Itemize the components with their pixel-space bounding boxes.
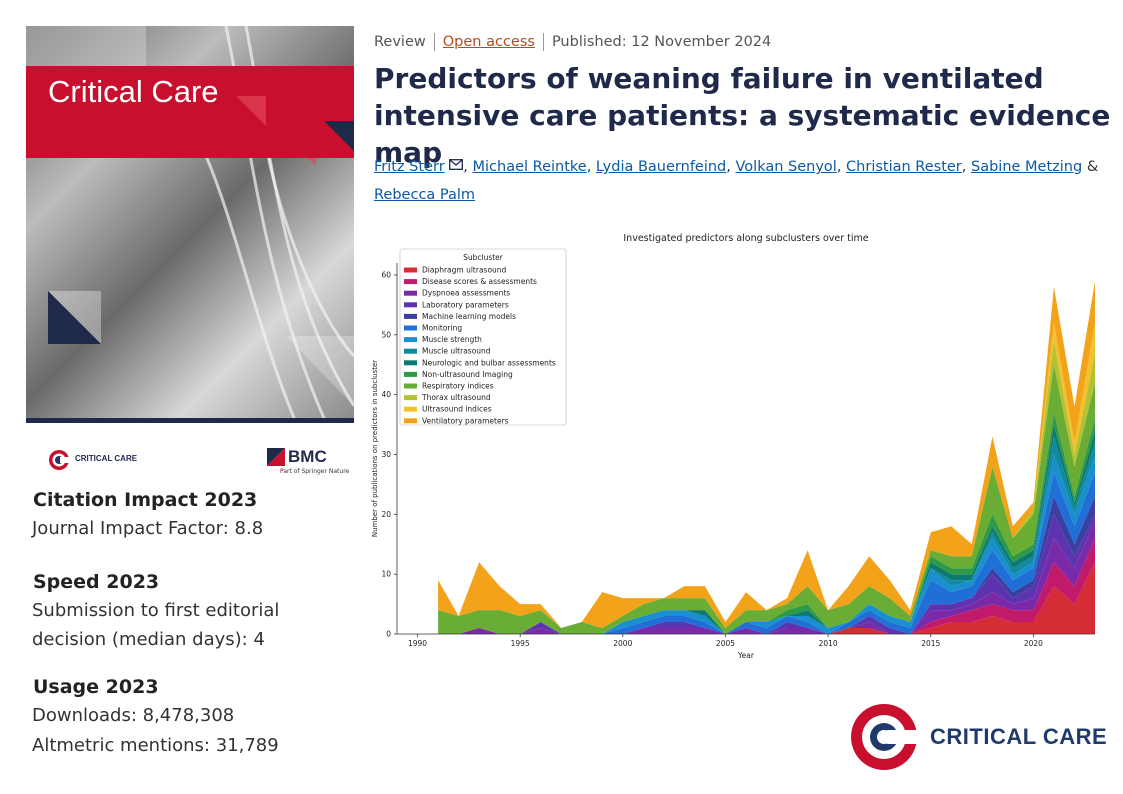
metric-altmetric: Altmetric mentions: 31,789 [32,735,279,756]
metric-heading-usage: Usage 2023 [33,676,159,698]
legend-label: Neurologic and bulbar assessments [422,358,556,367]
x-tick-label: 1990 [408,639,427,648]
cover-bottom-bar [26,418,354,423]
cover-title-band [26,66,354,158]
legend-swatch [404,348,417,354]
area-series-0 [438,562,1096,634]
legend-swatch [404,371,417,377]
critical-care-wordmark: CRITICAL CARE [930,724,1108,749]
legend-swatch [404,267,417,273]
x-axis-label: Year [737,651,755,660]
y-axis-label: Number of publications on predictors in … [371,360,379,537]
bmc-wordmark: BMC [288,447,327,466]
article-meta: Review Open access Published: 12 November … [374,33,771,51]
metric-heading-citation: Citation Impact 2023 [33,489,258,511]
author-link[interactable]: Volkan Senyol [735,159,837,175]
cover-title: Critical Care [48,74,219,109]
y-tick-label: 60 [381,270,391,279]
legend-swatch [404,313,417,319]
legend-label: Ventilatory parameters [422,416,509,425]
author-link[interactable]: Lydia Bauernfeind [595,159,727,175]
author-link[interactable]: Christian Rester [846,159,962,175]
legend-swatch [404,383,417,389]
area-series-13 [438,281,1096,628]
legend-swatch [404,302,417,308]
legend-label: Non-ultrasound Imaging [422,370,513,379]
stacked-area-chart: Investigated predictors along subcluster… [371,233,1096,660]
y-tick-label: 10 [381,570,391,579]
legend-title: Subcluster [463,253,504,262]
logos-row: CRITICAL CARE BMC Part of Springer Natur… [26,445,354,477]
x-tick-label: 2015 [921,639,940,648]
legend-label: Laboratory parameters [422,300,509,309]
y-tick-label: 50 [381,330,391,339]
author-link[interactable]: Rebecca Palm [374,187,476,203]
legend-label: Dyspnoea assessments [422,289,510,298]
critical-care-small-wordmark: CRITICAL CARE [75,454,138,463]
author-link[interactable]: Michael Reintke [472,159,587,175]
author-link[interactable]: Fritz Sterr [374,159,445,175]
author-link[interactable]: Sabine Metzing [971,159,1083,175]
x-tick-label: 2020 [1024,639,1043,648]
legend-label: Ultrasound indices [422,405,492,414]
metric-impact-factor: Journal Impact Factor: 8.8 [32,518,264,539]
metric-heading-speed: Speed 2023 [33,571,160,593]
open-access-link[interactable]: Open access [442,34,535,50]
y-tick-label: 20 [381,510,391,519]
legend-label: Respiratory indices [422,382,494,391]
x-tick-label: 2010 [819,639,838,648]
legend-swatch [404,360,417,366]
critical-care-logo-large-icon [851,704,918,770]
legend-swatch [404,290,417,296]
chart-title: Investigated predictors along subcluster… [623,233,868,244]
legend-swatch [404,395,417,401]
legend-swatch [404,406,417,412]
article-title: Predictors of weaning failure in ventila… [374,62,1111,169]
area-series-5 [438,472,1096,634]
legend-label: Muscle ultrasound [422,347,491,356]
metric-speed-line-1: Submission to first editorial [32,600,280,621]
x-tick-label: 2005 [716,639,735,648]
journal-cover[interactable]: Critical Care [26,26,354,423]
y-tick-label: 0 [386,630,391,639]
metric-speed-line-2: decision (median days): 4 [32,629,265,650]
critical-care-logo-icon [49,450,70,470]
legend-label: Thorax ultrasound [421,393,491,402]
x-tick-label: 2000 [613,639,632,648]
legend-label: Disease scores & assessments [422,277,537,286]
legend-label: Machine learning models [422,312,516,321]
cover-decor-triangles [236,96,354,151]
envelope-icon[interactable] [449,159,464,170]
legend-box [399,248,567,426]
metric-downloads: Downloads: 8,478,308 [32,705,235,726]
bmc-tagline: Part of Springer Nature [280,468,350,475]
meta-separator [433,33,435,51]
legend-label: Diaphragm ultrasound [422,266,507,275]
x-tick-label: 1995 [511,639,530,648]
legend-swatch [404,337,417,343]
y-tick-label: 30 [381,450,391,459]
article-type: Review [374,34,426,50]
legend-label: Monitoring [422,324,462,333]
legend-swatch [404,325,417,331]
bmc-logo-icon [267,448,285,466]
cover-background-art [26,26,354,423]
legend-swatch [404,279,417,285]
author-and: & [1086,159,1099,175]
y-tick-label: 40 [381,390,391,399]
meta-separator [542,33,544,51]
author-list: Fritz Sterr , Michael Reintke, Lydia Bau… [374,159,1099,203]
legend-swatch [404,418,417,424]
published-date: Published: 12 November 2024 [551,34,772,50]
legend-label: Muscle strength [422,335,482,344]
